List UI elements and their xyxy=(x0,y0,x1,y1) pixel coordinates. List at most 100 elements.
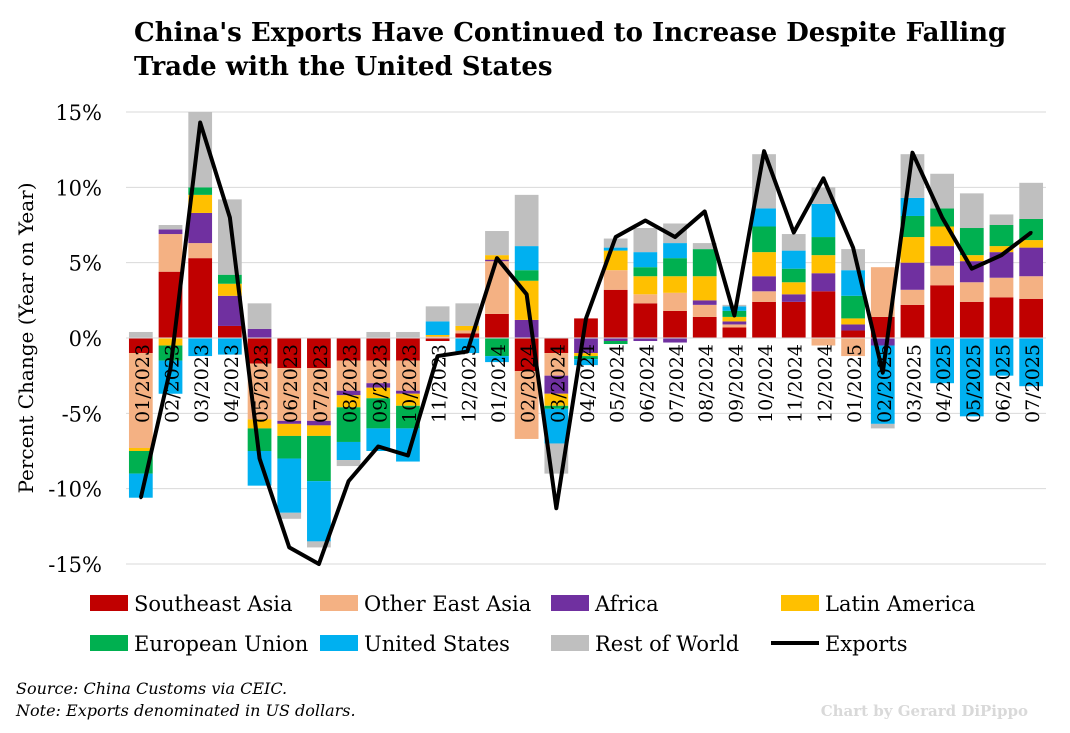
exports-point xyxy=(169,366,173,370)
bar-united-states xyxy=(603,247,628,251)
chart-credit: Chart by Gerard DiPippo xyxy=(820,702,1028,720)
bar-other-east-asia xyxy=(722,324,747,328)
bar-other-east-asia xyxy=(366,360,391,384)
bar-european-union xyxy=(188,187,213,195)
x-tick-label: 09/2023 xyxy=(369,344,391,423)
bar-southeast-asia xyxy=(425,338,450,342)
bar-southeast-asia xyxy=(336,338,361,361)
x-tick-label: 05/2023 xyxy=(251,344,273,423)
bar-southeast-asia xyxy=(247,338,272,364)
legend-swatch-rest-of-world xyxy=(551,635,589,651)
exports-point xyxy=(317,562,321,566)
bar-other-east-asia xyxy=(336,360,361,391)
source-note: Source: China Customs via CEIC. Note: Ex… xyxy=(16,678,356,722)
bar-africa xyxy=(277,420,302,424)
bar-european-union xyxy=(485,338,509,357)
x-tick-label: 04/2024 xyxy=(577,344,599,423)
bar-rest-of-world xyxy=(603,238,628,248)
bar-latin-america xyxy=(544,393,569,406)
bar-united-states xyxy=(336,441,361,461)
exports-point xyxy=(643,218,647,222)
bar-africa xyxy=(811,273,836,292)
bar-africa xyxy=(158,229,183,235)
bar-european-union xyxy=(574,356,598,360)
bar-southeast-asia xyxy=(900,304,925,338)
legend-swatch-other-east-asia xyxy=(320,595,358,611)
bar-latin-america xyxy=(128,447,153,451)
bar-united-states xyxy=(544,408,569,444)
exports-point xyxy=(139,496,143,500)
bar-latin-america xyxy=(633,276,658,295)
bar-africa xyxy=(722,321,747,325)
x-tick-label: 03/2024 xyxy=(547,344,569,423)
bar-latin-america xyxy=(663,276,687,293)
bar-rest-of-world xyxy=(425,306,450,322)
bar-africa xyxy=(366,383,391,388)
bar-european-union xyxy=(307,435,331,482)
bar-other-east-asia xyxy=(752,291,776,302)
bar-latin-america xyxy=(752,252,776,277)
x-tick-label: 11/2024 xyxy=(785,344,807,423)
bar-africa xyxy=(603,338,628,342)
bar-european-union xyxy=(900,215,925,238)
bar-africa xyxy=(188,212,213,244)
x-tick-label: 05/2025 xyxy=(963,344,985,423)
x-tick-label: 05/2024 xyxy=(607,344,629,423)
bar-other-east-asia xyxy=(811,338,836,346)
bar-latin-america xyxy=(959,255,984,262)
bar-rest-of-world xyxy=(1019,182,1044,219)
bar-africa xyxy=(663,338,687,343)
bar-latin-america xyxy=(425,334,450,337)
x-tick-label: 06/2023 xyxy=(280,344,302,423)
bar-united-states xyxy=(307,481,331,542)
x-tick-label: 06/2024 xyxy=(636,344,658,423)
legend-label-southeast-asia: Southeast Asia xyxy=(134,592,293,616)
bar-european-union xyxy=(781,268,806,283)
bar-southeast-asia xyxy=(959,301,984,338)
bar-european-union xyxy=(366,398,391,429)
bar-rest-of-world xyxy=(485,231,509,256)
bar-latin-america xyxy=(218,283,242,296)
y-tick-label: 10% xyxy=(55,176,102,200)
bar-latin-america xyxy=(336,395,361,408)
bar-european-union xyxy=(396,405,420,429)
bar-rest-of-world xyxy=(959,193,984,229)
bar-africa xyxy=(514,319,539,338)
bar-other-east-asia xyxy=(989,277,1014,298)
bar-rest-of-world xyxy=(633,228,658,253)
x-tick-label: 09/2024 xyxy=(725,344,747,423)
bar-united-states xyxy=(366,428,391,451)
bar-other-east-asia xyxy=(692,304,717,317)
bar-rest-of-world xyxy=(692,243,717,250)
bar-other-east-asia xyxy=(633,294,658,304)
bar-southeast-asia xyxy=(989,297,1014,338)
bar-southeast-asia xyxy=(188,258,213,338)
bar-latin-america xyxy=(455,325,480,331)
note-text: Note: Exports denominated in US dollars. xyxy=(16,701,356,720)
exports-point xyxy=(495,256,499,260)
bar-other-east-asia xyxy=(455,330,480,334)
bar-rest-of-world xyxy=(366,331,391,338)
bar-africa xyxy=(544,375,569,394)
bar-european-union xyxy=(336,407,361,442)
x-tick-label: 07/2023 xyxy=(310,344,332,423)
bar-european-union xyxy=(633,267,658,277)
source-text: Source: China Customs via CEIC. xyxy=(16,679,288,698)
bar-united-states xyxy=(1019,338,1044,387)
bar-other-east-asia xyxy=(425,336,450,338)
legend-label-other-east-asia: Other East Asia xyxy=(364,592,531,616)
exports-point xyxy=(821,176,825,180)
exports-point xyxy=(287,545,291,549)
bar-rest-of-world xyxy=(218,199,242,275)
exports-point xyxy=(347,479,351,483)
bar-united-states xyxy=(989,338,1014,376)
bar-southeast-asia xyxy=(692,316,717,338)
bar-rest-of-world xyxy=(455,303,480,326)
bar-africa xyxy=(752,276,776,292)
exports-point xyxy=(970,267,974,271)
bar-latin-america xyxy=(366,387,391,399)
bar-latin-america xyxy=(307,425,331,436)
bar-united-states xyxy=(218,338,242,355)
bar-european-union xyxy=(989,225,1014,247)
